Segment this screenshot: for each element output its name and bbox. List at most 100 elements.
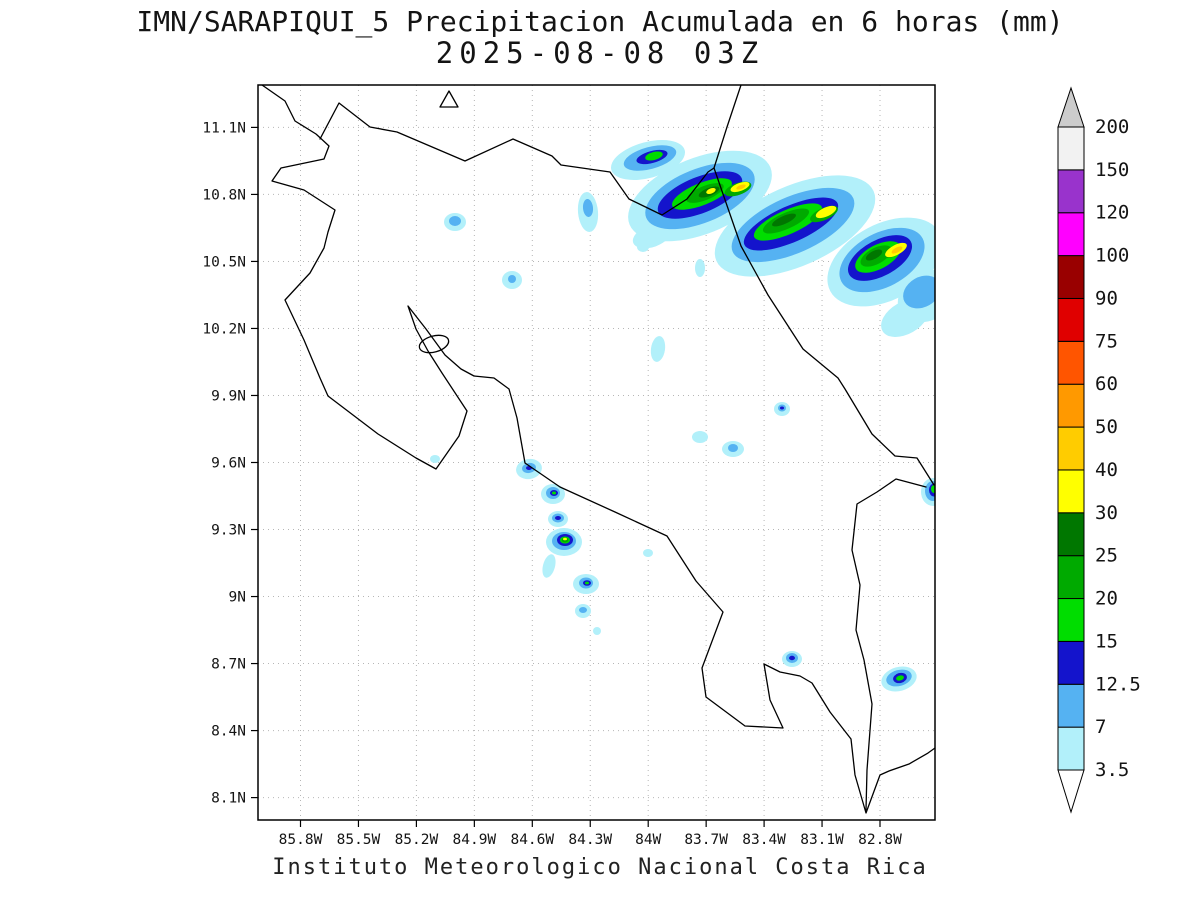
colorbar-value-labels: 3.5 7 12.5 15 20 25 30 40 50 60 75 90 100 120 150 200 [1095,116,1141,781]
y-axis-label: 10.2N [202,321,246,337]
colorbar-segment [1057,512,1085,557]
colorbar-segment [1057,255,1085,299]
precip-contour [643,549,653,557]
x-axis-label: 83.4W [742,832,786,848]
colorbar-segment [1057,598,1085,642]
colorbar-segment [1057,469,1085,514]
colorbar-segment [1057,126,1085,171]
precip-contour [430,455,440,463]
colorbar-segment [1057,212,1085,257]
y-axis-label: 9N [229,590,246,606]
precip-contour [896,675,904,681]
precip-contour [772,213,796,227]
precip-contour [593,627,601,635]
precip-contour [692,431,708,443]
x-axis-label: 83.1W [800,832,844,848]
precip-contour [728,444,738,452]
precip-contour [815,205,837,219]
x-axis-label: 84.3W [568,832,612,848]
longitude-axis-labels: 85.8W 85.5W 85.2W 84.9W 84.6W 84.3W 84W 83.7W 83… [279,832,902,848]
colorbar-label: 50 [1095,416,1118,438]
colorbar-label: 30 [1095,502,1118,524]
colorbar-segment [1057,426,1085,471]
colorbar-label: 25 [1095,545,1118,567]
precip-contour [891,246,903,254]
y-axis-label: 8.1N [211,791,246,807]
axis-ticks [251,126,881,827]
y-axis-label: 9.6N [211,456,246,472]
precip-contour [508,275,516,283]
precip-contour [695,259,705,277]
y-axis-label: 10.5N [202,254,246,270]
precip-contour [585,581,589,585]
precip-contour [542,554,556,578]
x-axis-label: 85.5W [337,832,381,848]
x-axis-label: 85.2W [395,832,439,848]
colorbar-segment [1057,169,1085,214]
colorbar-label: 3.5 [1095,759,1129,781]
y-axis-label: 8.7N [211,657,246,673]
y-axis-label: 11.1N [202,120,246,136]
y-axis-label: 10.8N [202,187,246,203]
isla-chira-outline [418,334,450,354]
colorbar-label: 60 [1095,373,1118,395]
title-line2: 2025-08-08 03Z [435,36,765,71]
colorbar-label: 12.5 [1095,673,1141,695]
pacific-coastline [261,85,935,814]
coastlines-borders [261,85,935,814]
colorbar-segment [1057,555,1085,600]
y-axis-label: 9.3N [211,523,246,539]
colorbar-label: 200 [1095,116,1129,138]
precip-contour [555,516,561,520]
title-line1: IMN/SARAPIQUI_5 Precipitacion Acumulada … [136,5,1064,38]
precip-contour [736,184,746,190]
figure-caption: Instituto Meteorologico Nacional Costa R… [272,855,928,880]
precip-contour [449,216,461,226]
latitude-axis-labels: 11.1N 10.8N 10.5N 10.2N 9.9N 9.6N 9.3N 9N 8.7N 8.… [202,120,246,806]
x-axis-label: 83.7W [684,832,728,848]
colorbar-segment [1057,297,1085,342]
colorbar-label: 90 [1095,287,1118,309]
colorbar-segment [1057,726,1085,771]
colorbar-segment [1057,383,1085,428]
colorbar-segment [1057,640,1085,685]
colorbar-label: 20 [1095,588,1118,610]
colorbar-label: 150 [1095,159,1129,181]
colorbar-label: 15 [1095,630,1118,652]
panama-border [851,478,927,811]
colorbar-cells [1057,126,1085,771]
colorbar-label: 40 [1095,459,1118,481]
precip-contour [903,275,935,309]
colorbar-label: 75 [1095,330,1118,352]
precip-contour [865,249,883,261]
nicaragua-border-caribbean-coastline [319,102,935,486]
colorbar-label: 7 [1095,716,1106,738]
precip-contour [552,491,556,495]
x-axis-label: 84.9W [453,832,497,848]
precip-contour [789,655,795,661]
precip-contour [706,188,716,194]
precip-contour [582,199,594,217]
map-frame [257,84,936,821]
x-axis-label: 85.8W [279,832,323,848]
precip-contour [650,336,666,362]
lake-nicaragua-tip [439,90,459,108]
x-axis-label: 84W [635,832,661,848]
precipitation-shading [430,140,935,692]
colorbar: 3.5 7 12.5 15 20 25 30 40 50 60 75 90 100 120 150 200 [1057,86,1141,814]
nicaragua-caribbean-coast [713,85,742,169]
precip-contour [645,151,663,161]
precip-contour [579,607,587,613]
precip-contour [881,299,929,337]
x-axis-label: 84.6W [510,832,554,848]
colorbar-label: 100 [1095,245,1129,267]
figure-title: IMN/SARAPIQUI_5 Precipitacion Acumulada … [0,6,1200,70]
x-axis-label: 82.8W [858,832,902,848]
precip-contour [563,537,567,541]
precip-contour [931,485,935,493]
precip-contour [637,242,649,252]
y-axis-label: 8.4N [211,724,246,740]
precip-contour [780,406,784,410]
colorbar-segment [1057,340,1085,385]
